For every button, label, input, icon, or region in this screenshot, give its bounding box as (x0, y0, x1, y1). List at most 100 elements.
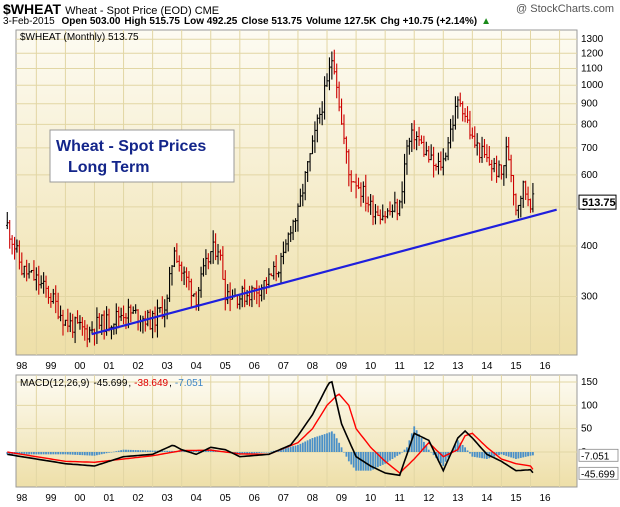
macd-histogram-bar (311, 438, 314, 452)
macd-histogram-bar (389, 452, 391, 461)
macd-legend-value: -45.699 (93, 378, 127, 389)
x-tick-label: 07 (278, 493, 290, 504)
macd-histogram-bar (343, 452, 345, 453)
macd-histogram-bar (110, 452, 113, 453)
macd-histogram-bar (398, 452, 401, 455)
annotation-box (49, 129, 235, 183)
x-tick-label: 16 (539, 361, 551, 372)
x-tick-label: 06 (249, 493, 261, 504)
macd-histogram-bar (335, 438, 338, 452)
macd-panel (15, 374, 578, 488)
x-tick-label: 98 (16, 493, 28, 504)
macd-histogram-bar (47, 452, 50, 455)
macd-histogram-bar (129, 449, 132, 452)
macd-histogram-bar (505, 452, 508, 456)
macd-histogram-bar (309, 439, 311, 452)
x-tick-label: 04 (191, 493, 203, 504)
y-tick-label: 600 (581, 170, 598, 181)
x-tick-label: 04 (191, 361, 203, 372)
macd-histogram-bar (105, 452, 108, 454)
macd-line (7, 380, 534, 477)
signal-legend-value: -38.649 (134, 378, 168, 389)
macd-histogram-bar (502, 452, 505, 456)
macd-histogram-bar (251, 452, 253, 454)
macd-histogram-bar (49, 452, 52, 455)
x-tick-label: 16 (539, 493, 551, 504)
macd-histogram-bar (168, 450, 171, 452)
chart-header-line2: 3-Feb-2015 Open 503.00 High 515.75 Low 492… (3, 16, 495, 27)
macd-y-tick-label: 150 (581, 377, 598, 388)
macd-histogram-bar (287, 447, 290, 452)
macd-histogram-bar (88, 452, 91, 456)
macd-y-tick-label: 100 (581, 400, 598, 411)
last-price-label: 513.75 (582, 197, 616, 209)
macd-histogram-bar (137, 450, 139, 452)
x-tick-label: 00 (74, 361, 86, 372)
macd-histogram-bar (323, 434, 326, 452)
macd-histogram-bar (6, 452, 9, 455)
macd-histogram-bar (180, 451, 183, 452)
macd-histogram-bar (23, 452, 26, 455)
macd-histogram-bar (418, 434, 420, 452)
macd-histogram-bar (183, 450, 186, 452)
macd-histogram-bar (40, 452, 43, 455)
x-tick-label: 12 (423, 493, 435, 504)
high-value: High 515.75 (124, 16, 180, 27)
last-price-label-box (578, 194, 617, 210)
x-tick-label: 09 (336, 493, 348, 504)
macd-histogram-bar (299, 443, 302, 452)
macd-histogram-bar (439, 452, 442, 464)
macd-value-label-box (578, 448, 619, 462)
x-tick-label: 11 (394, 361, 405, 372)
macd-histogram-bar (93, 452, 96, 456)
macd-histogram-bar (384, 452, 387, 464)
macd-histogram-bar (258, 452, 261, 453)
macd-histogram-bar (282, 448, 285, 452)
macd-histogram-bar (427, 449, 430, 452)
price-panel (15, 29, 578, 356)
macd-histogram-bar (512, 452, 515, 459)
macd-histogram-bar (190, 450, 193, 452)
macd-histogram-bar (37, 452, 40, 455)
x-tick-label: 15 (510, 361, 522, 372)
x-tick-label: 10 (365, 493, 377, 504)
macd-histogram-bar (151, 450, 154, 452)
macd-histogram-bar (146, 450, 149, 452)
macd-histogram-bar (28, 452, 30, 455)
macd-histogram-bar (117, 450, 120, 452)
macd-histogram-bar (52, 452, 55, 455)
macd-histogram-bar (86, 452, 89, 456)
x-tick-label: 05 (220, 361, 232, 372)
close-value: Close 513.75 (241, 16, 302, 27)
macd-histogram-bar (430, 452, 433, 453)
macd-histogram-bar (432, 452, 435, 456)
macd-histogram-bar (396, 452, 399, 456)
macd-histogram-bar (524, 452, 527, 457)
y-tick-label: 900 (581, 99, 598, 110)
macd-histogram-bar (326, 433, 328, 452)
x-tick-label: 03 (162, 493, 174, 504)
macd-histogram-bar (25, 452, 28, 455)
macd-histogram-bar (248, 452, 251, 454)
macd-histogram-bar (493, 452, 496, 457)
macd-histogram-bar (469, 452, 471, 454)
macd-histogram-bar (243, 452, 246, 455)
macd-histogram-bar (161, 450, 164, 452)
x-tick-label: 12 (423, 361, 435, 372)
macd-histogram-bar (112, 451, 115, 453)
x-tick-label: 06 (249, 361, 261, 372)
x-tick-label: 10 (365, 361, 377, 372)
macd-histogram-bar (330, 431, 333, 452)
macd-histogram-bar (490, 452, 493, 458)
y-tick-label: 300 (581, 292, 598, 303)
macd-histogram-bar (372, 452, 374, 470)
macd-histogram-bar (413, 426, 416, 452)
macd-histogram-bar (33, 452, 35, 455)
x-tick-label: 99 (45, 361, 57, 372)
macd-histogram-bar (401, 452, 404, 453)
x-tick-label: 07 (278, 361, 290, 372)
x-tick-label: 14 (481, 493, 493, 504)
macd-histogram-bar (364, 452, 367, 471)
macd-value-label-box (578, 466, 619, 480)
macd-histogram-bar (20, 452, 23, 455)
